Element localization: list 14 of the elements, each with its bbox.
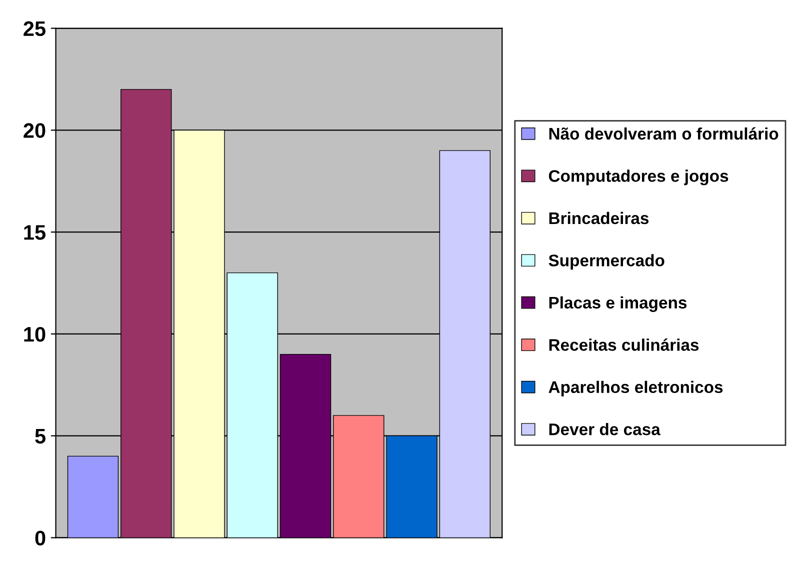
y-tick-label: 0: [35, 530, 46, 546]
legend-label: Supermercado: [548, 254, 664, 270]
legend-label: Computadores e jogos: [548, 170, 728, 186]
y-tick-label: 5: [35, 429, 46, 444]
y-tick-label: 15: [24, 225, 46, 240]
y-tick-label: 25: [24, 21, 46, 36]
legend-label: Aparelhos eletronicos: [548, 380, 723, 396]
y-tick-label: 10: [24, 326, 46, 342]
legend-label: Brincadeiras: [549, 212, 649, 224]
legend-label: Dever de casa: [549, 423, 660, 436]
legend-label: Não devolveram o formulário: [549, 127, 778, 140]
legend-label: Placas e imagens: [549, 296, 687, 312]
legend-label: Receitas culinárias: [549, 338, 699, 351]
y-tick-label: 20: [24, 123, 46, 138]
